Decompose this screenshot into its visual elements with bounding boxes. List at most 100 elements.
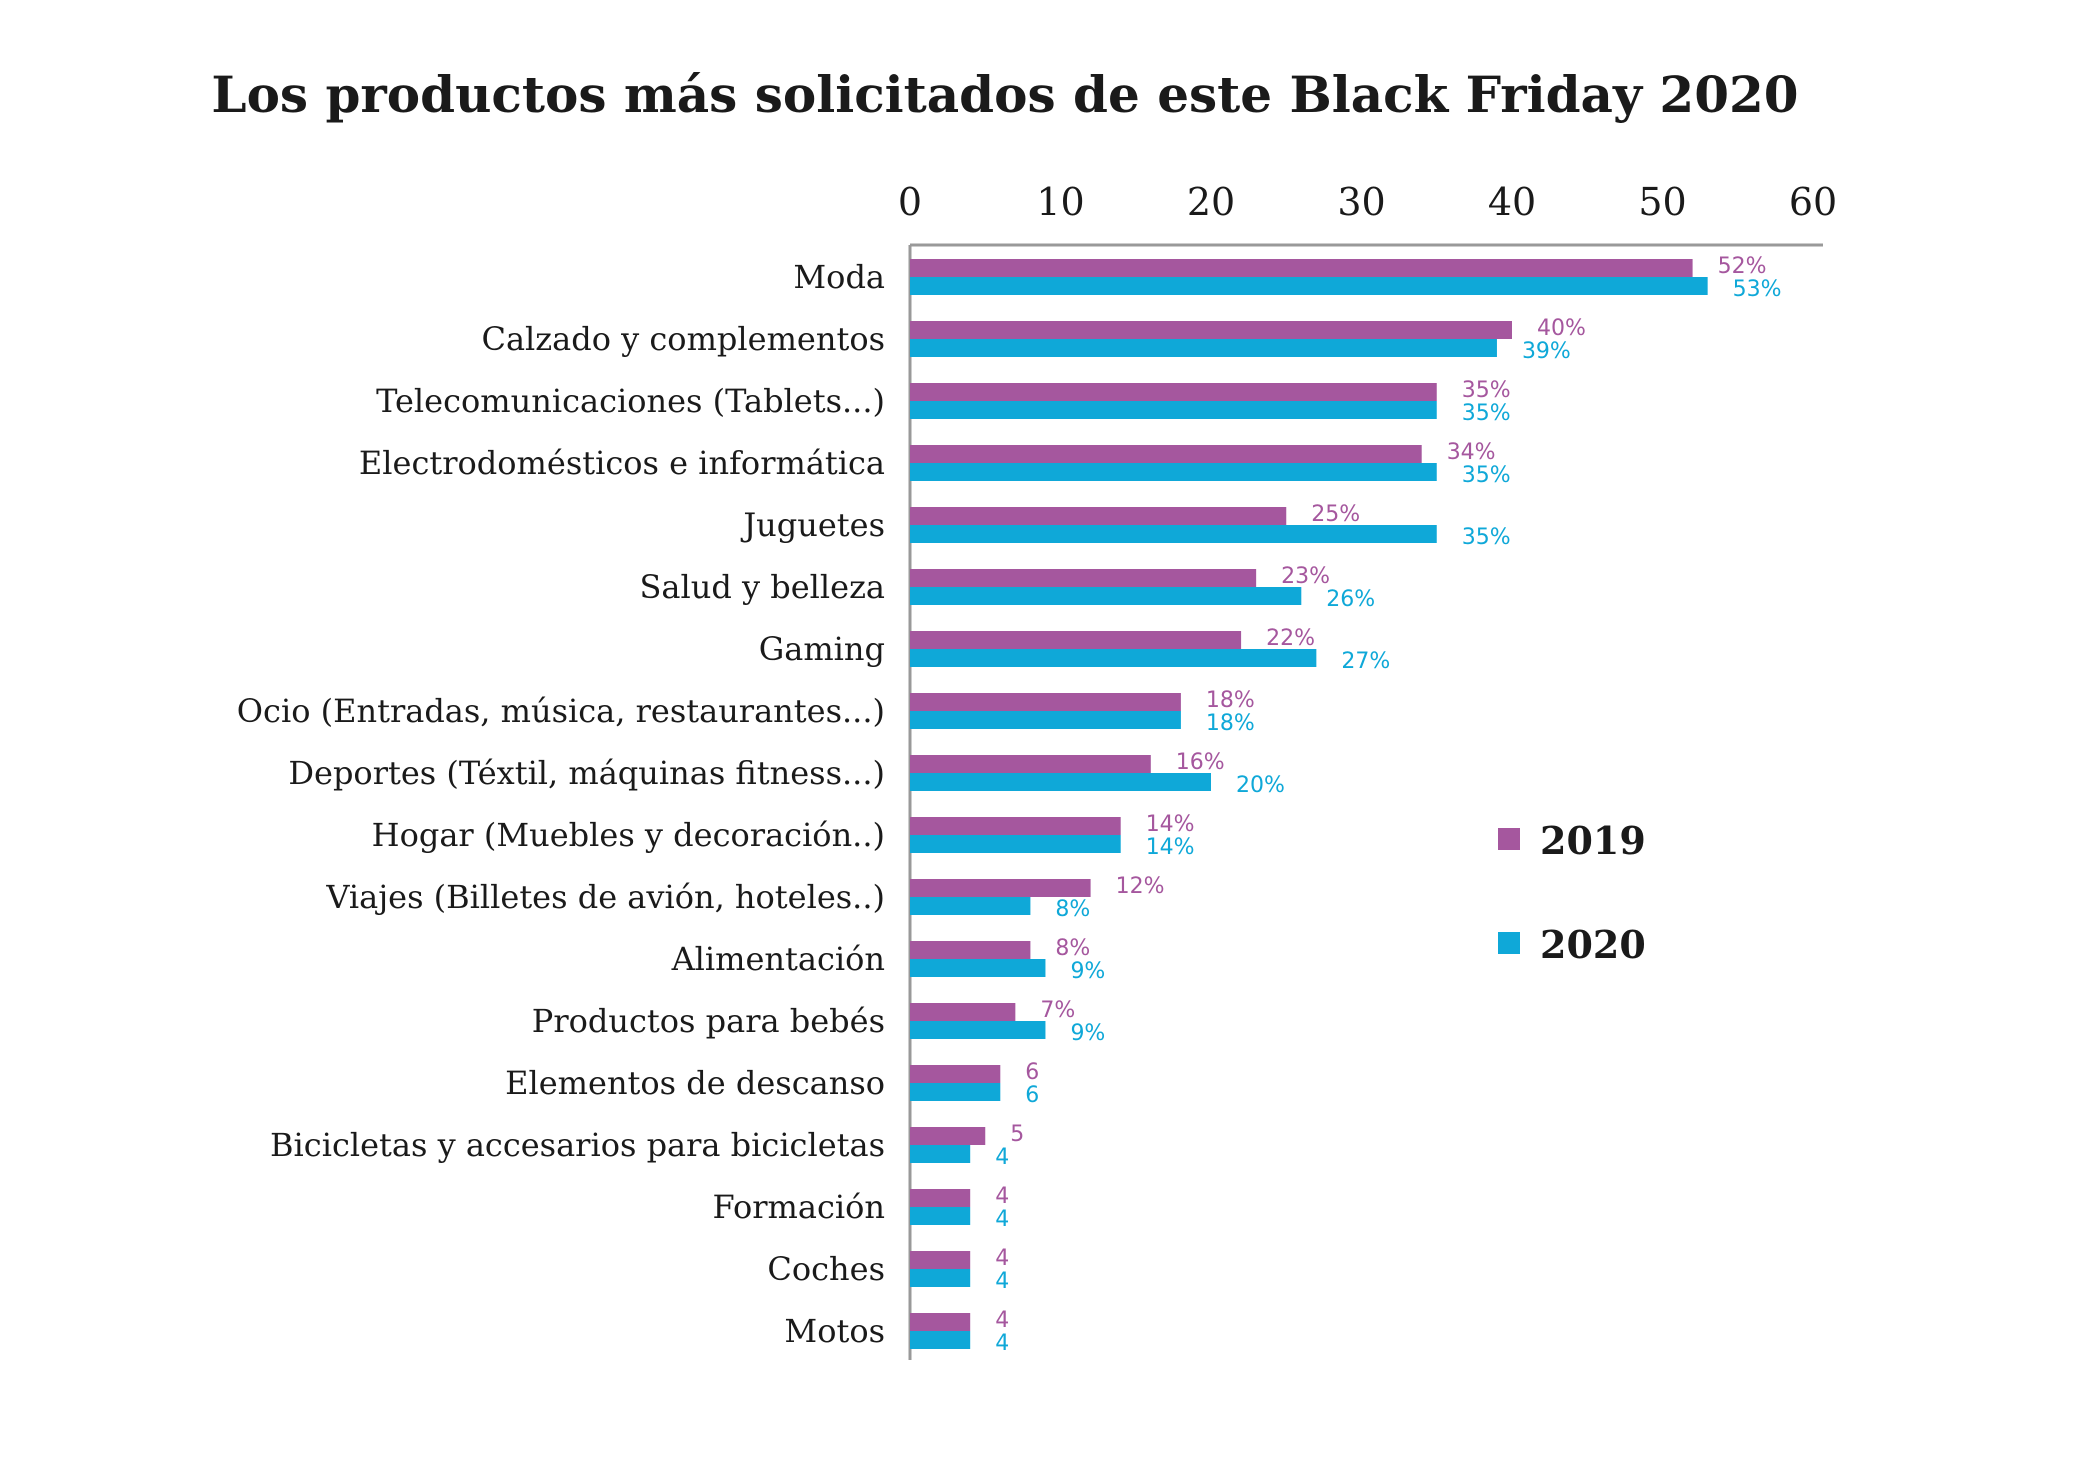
category-label: Motos [784,1312,885,1350]
bar-2019 [910,1189,971,1207]
data-label-2019: 4 [995,1184,1009,1209]
bar-2019 [910,1127,986,1145]
data-label-2019: 5 [1010,1122,1024,1147]
x-tick-label: 40 [1488,180,1536,224]
data-label-2019: 16% [1176,750,1225,775]
bar-2020 [910,773,1211,791]
category-label: Telecomunicaciones (Tablets...) [376,382,885,420]
data-label-2020: 14% [1146,835,1195,860]
bar-2020 [910,1207,971,1225]
data-label-2019: 8% [1055,936,1090,961]
data-label-2019: 18% [1206,688,1255,713]
data-label-2020: 18% [1206,711,1255,736]
data-label-2019: 4 [995,1308,1009,1333]
bar-2019 [910,507,1287,525]
data-label-2020: 6 [1025,1083,1039,1108]
bar-2019 [910,941,1031,959]
data-label-2019: 35% [1462,378,1511,403]
x-tick-label: 20 [1187,180,1235,224]
x-tick-label: 10 [1036,180,1084,224]
data-label-2020: 4 [995,1207,1009,1232]
category-label: Salud y belleza [639,568,885,606]
category-label: Elementos de descanso [505,1064,885,1102]
data-label-2020: 8% [1055,897,1090,922]
data-label-2019: 23% [1281,564,1330,589]
chart-title: Los productos más solicitados de este Bl… [211,65,1798,124]
bar-2020 [910,959,1046,977]
x-tick-label: 60 [1789,180,1837,224]
bar-2019 [910,879,1091,897]
bar-2020 [910,835,1121,853]
bar-2020 [910,587,1302,605]
category-label: Hogar (Muebles y decoración..) [372,816,885,854]
category-label: Bicicletas y accesarios para bicicletas [270,1126,885,1164]
legend-swatch [1498,828,1520,850]
data-label-2020: 20% [1236,773,1285,798]
data-label-2020: 9% [1070,1021,1105,1046]
bar-2019 [910,693,1181,711]
bar-2020 [910,277,1708,295]
bar-2020 [910,649,1317,667]
bar-2019 [910,1313,971,1331]
axis-lines [908,243,1823,1360]
category-label: Productos para bebés [532,1002,885,1040]
category-label: Formación [713,1188,885,1226]
data-label-2020: 35% [1462,401,1511,426]
data-label-2019: 14% [1146,812,1195,837]
data-label-2019: 40% [1537,316,1586,341]
legend-label: 2019 [1540,818,1646,863]
bar-2020 [910,1021,1046,1039]
category-label: Juguetes [740,506,885,544]
data-label-2020: 35% [1462,463,1511,488]
bar-2019 [910,817,1121,835]
legend: 2019 2020 [1498,818,1646,967]
data-label-2019: 7% [1040,998,1075,1023]
bar-2019 [910,259,1693,277]
bars [910,259,1708,1349]
category-label: Deportes (Téxtil, máquinas fitness...) [288,754,885,792]
data-label-2020: 26% [1326,587,1375,612]
data-label-2020: 53% [1733,277,1782,302]
category-label: Electrodomésticos e informática [359,444,885,482]
bar-2020 [910,1331,971,1349]
data-label-2020: 9% [1070,959,1105,984]
category-label: Calzado y complementos [481,320,885,358]
bar-2020 [910,897,1031,915]
category-label: Alimentación [671,940,885,978]
bar-2019 [910,1003,1016,1021]
bar-2020 [910,463,1437,481]
legend-label: 2020 [1540,922,1646,967]
data-labels: 52%53%40%39%35%35%34%35%25%35%23%26%22%2… [995,254,1781,1356]
x-axis-ticks: 0 10 20 30 40 50 60 [898,180,1837,224]
data-label-2019: 25% [1311,502,1360,527]
category-label: Ocio (Entradas, música, restaurantes...) [237,692,885,730]
data-label-2019: 22% [1266,626,1315,651]
bar-2019 [910,445,1422,463]
data-label-2019: 4 [995,1246,1009,1271]
bar-2020 [910,1145,971,1163]
bar-2020 [910,339,1497,357]
bar-2020 [910,711,1181,729]
category-labels: Moda Calzado y complementos Telecomunicaci… [237,258,885,1350]
bar-2019 [910,1251,971,1269]
data-label-2020: 39% [1522,339,1571,364]
data-label-2020: 35% [1462,525,1511,550]
bar-2019 [910,569,1257,587]
data-label-2019: 12% [1116,874,1165,899]
bar-2020 [910,401,1437,419]
bar-2020 [910,525,1437,543]
data-label-2019: 52% [1718,254,1767,279]
data-label-2019: 34% [1447,440,1496,465]
category-label: Moda [793,258,885,296]
data-label-2020: 4 [995,1145,1009,1170]
x-tick-label: 0 [898,180,922,224]
category-label: Viajes (Billetes de avión, hoteles..) [325,878,885,916]
category-label: Coches [767,1250,885,1288]
data-label-2020: 4 [995,1269,1009,1294]
bar-2019 [910,1065,1001,1083]
bar-2020 [910,1269,971,1287]
bar-2019 [910,755,1151,773]
data-label-2019: 6 [1025,1060,1039,1085]
bar-2019 [910,321,1512,339]
